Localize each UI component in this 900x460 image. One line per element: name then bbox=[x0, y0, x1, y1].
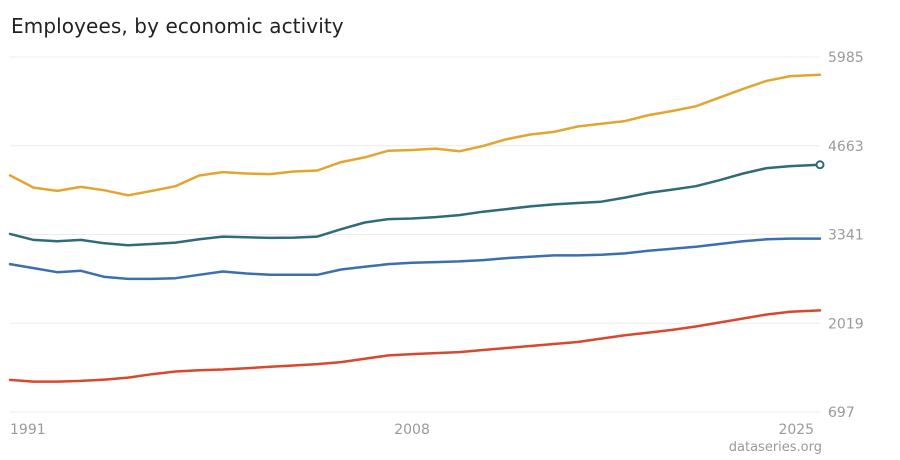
source-credit: dataseries.org bbox=[728, 440, 822, 455]
series-line-2 bbox=[8, 237, 822, 281]
y-tick-label: 3341 bbox=[828, 228, 864, 244]
y-tick-label: 4663 bbox=[828, 139, 864, 155]
y-tick-label: 2019 bbox=[828, 316, 864, 332]
chart-title: Employees, by economic activity bbox=[11, 14, 344, 38]
series-end-point bbox=[815, 160, 825, 170]
x-tick-label: 1991 bbox=[10, 422, 46, 438]
series-endpoints bbox=[815, 160, 825, 170]
series-line-3 bbox=[8, 309, 822, 383]
series-line-1 bbox=[8, 163, 822, 247]
y-axis-ticks: 697 2019 3341 4663 5985 bbox=[828, 50, 864, 421]
x-axis-ticks: 1991 2008 2025 bbox=[10, 422, 814, 438]
gridlines bbox=[10, 56, 820, 413]
x-tick-label: 2025 bbox=[778, 422, 814, 438]
y-tick-label: 697 bbox=[828, 405, 855, 421]
y-tick-label: 5985 bbox=[828, 50, 864, 66]
series-lines bbox=[8, 73, 822, 383]
series-line-0 bbox=[8, 73, 822, 197]
x-tick-label: 2008 bbox=[394, 422, 430, 438]
